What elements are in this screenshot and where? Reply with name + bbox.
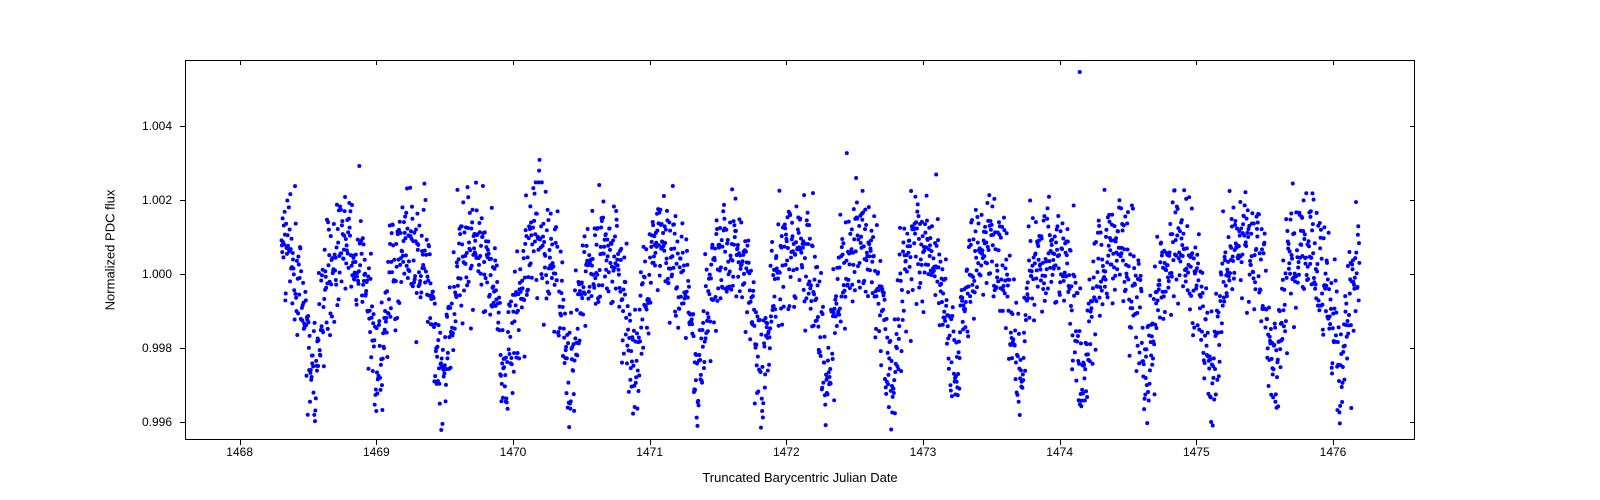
x-tick-mark [786,440,787,445]
chart-frame [185,60,1415,440]
x-tick-mark [1196,60,1197,65]
x-tick-label: 1475 [1183,445,1210,459]
y-tick-label: 1.002 [142,193,180,207]
x-tick-mark [513,440,514,445]
y-tick-mark [1410,422,1415,423]
x-tick-label: 1476 [1320,445,1347,459]
x-tick-mark [513,60,514,65]
x-tick-mark [1060,60,1061,65]
y-axis-label: Normalized PDC flux [103,190,118,311]
x-tick-mark [923,440,924,445]
x-tick-label: 1471 [636,445,663,459]
x-tick-mark [1333,60,1334,65]
x-tick-label: 1469 [363,445,390,459]
y-tick-mark [180,348,185,349]
y-tick-mark [1410,126,1415,127]
y-tick-mark [180,422,185,423]
y-tick-label: 1.004 [142,119,180,133]
x-tick-mark [650,440,651,445]
y-tick-mark [180,274,185,275]
x-tick-mark [923,60,924,65]
x-tick-mark [650,60,651,65]
x-tick-label: 1468 [226,445,253,459]
x-tick-label: 1470 [500,445,527,459]
x-tick-mark [1196,440,1197,445]
y-tick-mark [1410,200,1415,201]
scatter-plot [186,61,1414,439]
x-tick-mark [376,60,377,65]
x-axis-label: Truncated Barycentric Julian Date [0,470,1600,485]
x-tick-mark [240,440,241,445]
y-tick-label: 0.996 [142,415,180,429]
x-tick-mark [240,60,241,65]
x-tick-mark [786,60,787,65]
x-tick-label: 1472 [773,445,800,459]
y-tick-mark [1410,348,1415,349]
x-tick-label: 1474 [1046,445,1073,459]
y-tick-mark [180,200,185,201]
y-tick-mark [180,126,185,127]
x-tick-mark [376,440,377,445]
y-tick-label: 0.998 [142,341,180,355]
x-tick-mark [1333,440,1334,445]
y-tick-label: 1.000 [142,267,180,281]
x-tick-mark [1060,440,1061,445]
y-tick-mark [1410,274,1415,275]
x-tick-label: 1473 [910,445,937,459]
